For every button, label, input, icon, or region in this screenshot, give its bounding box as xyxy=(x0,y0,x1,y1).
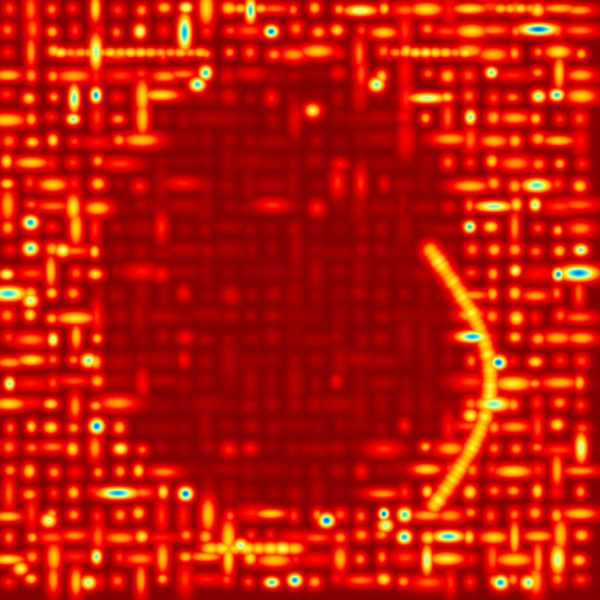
heatmap-canvas xyxy=(0,0,600,600)
heatmap-image xyxy=(0,0,600,600)
